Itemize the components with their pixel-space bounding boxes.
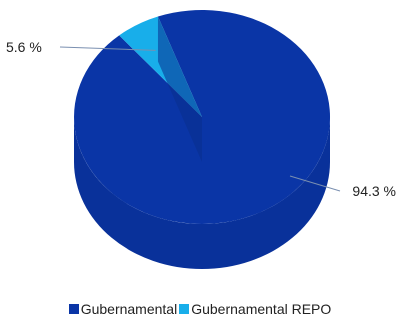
pie-slice-0 bbox=[74, 9, 331, 224]
pie-side bbox=[74, 117, 330, 269]
legend-swatch-gubernamental bbox=[68, 304, 79, 314]
legend-label-gubernamental: Gubernamental bbox=[80, 301, 178, 317]
pie-chart: 94.3 % 5.6 % bbox=[6, 9, 396, 269]
data-label-1: 5.6 % bbox=[6, 39, 42, 55]
leader-line-0 bbox=[289, 175, 341, 192]
legend: Gubernamental Gubernamental REPO bbox=[0, 300, 400, 318]
pie-cut-face bbox=[157, 16, 202, 163]
legend-swatch-gubernamental-repo bbox=[179, 304, 190, 314]
legend-item-gubernamental[interactable]: Gubernamental bbox=[68, 301, 178, 317]
legend-label-gubernamental-repo: Gubernamental REPO bbox=[191, 301, 332, 317]
legend-item-gubernamental-repo[interactable]: Gubernamental REPO bbox=[179, 301, 331, 317]
leader-line-1 bbox=[59, 46, 156, 51]
data-label-0: 94.3 % bbox=[352, 183, 396, 199]
